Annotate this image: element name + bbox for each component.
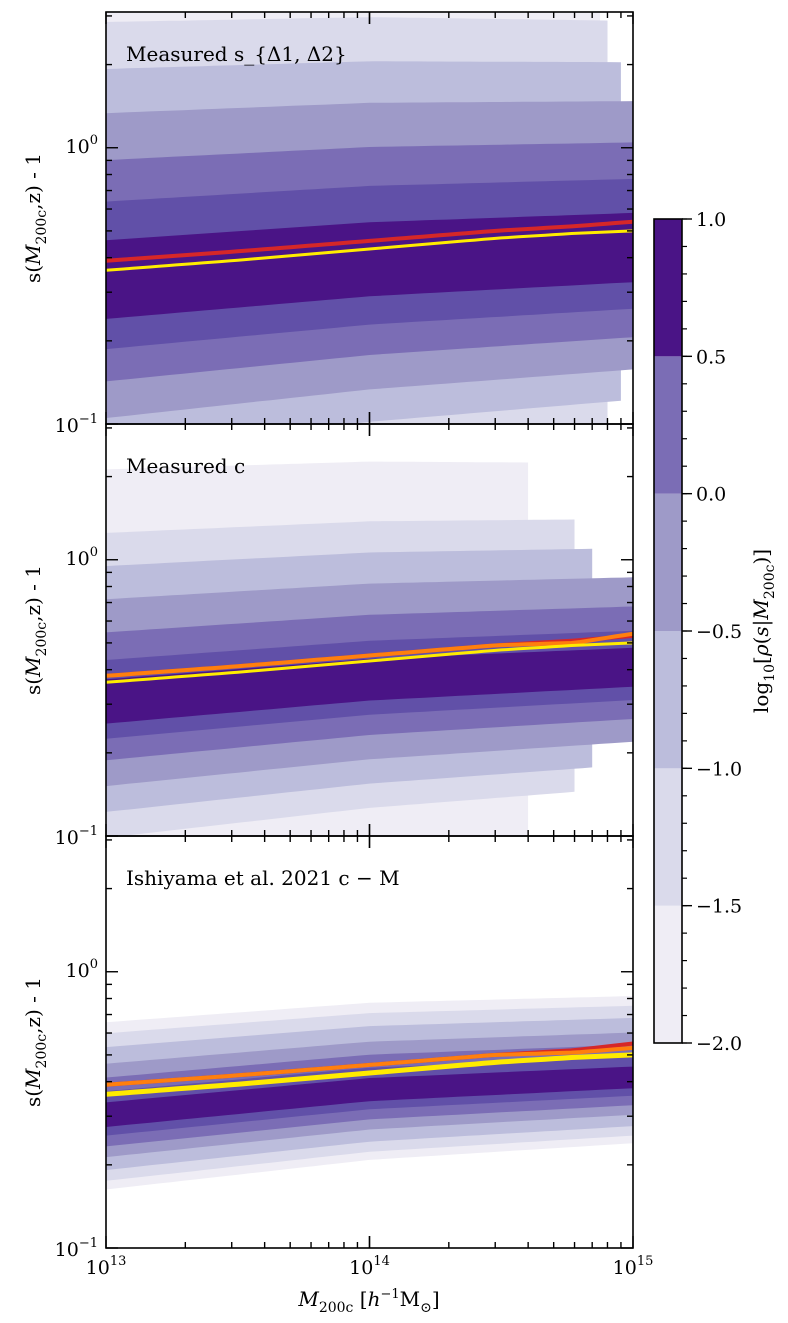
x-tick-label-1e13: 1013 (86, 1254, 127, 1279)
median-line-red (106, 219, 633, 263)
colorbar-tick-label: 0.0 (696, 484, 726, 506)
y-tick-label-1e0: 100 (66, 957, 98, 982)
density-band-7 (106, 647, 633, 724)
median-line-yellow (106, 641, 633, 684)
x-tick-label-1e15: 1015 (613, 1254, 654, 1279)
median-line-orange (106, 1045, 633, 1087)
colorbar-level-1 (654, 905, 682, 1043)
colorbar-tick-label: −0.5 (696, 621, 742, 643)
colorbar-tick-label: 0.5 (696, 346, 726, 368)
y-tick-label-1e0: 100 (66, 133, 98, 158)
density-bands (106, 996, 633, 1190)
colorbar-level-6 (654, 219, 682, 357)
panel-measured-c: Measured c 100 10−1 s(M200c,z) - 1 (21, 423, 634, 849)
panel-ishiyama: Ishiyama et al. 2021 c − M 100 10−1 s(M2… (21, 835, 634, 1261)
y-axis-label: s(M200c,z) - 1 (21, 153, 50, 283)
median-line-orange (106, 631, 633, 678)
colorbar-tick-label: 1.0 (696, 209, 726, 231)
panel-frame (105, 835, 634, 1249)
x-axis-label: M200c [h−1M⊙] (297, 1287, 439, 1316)
colorbar-label: log10[ρ(s|M200c)] (749, 549, 778, 713)
density-bands (106, 461, 633, 836)
colorbar-level-3 (654, 631, 682, 769)
density-bands (106, 12, 633, 424)
colorbar-tick-label: −1.5 (696, 896, 742, 918)
colorbar-tick-label: −1.0 (696, 758, 742, 780)
median-line-yellow (106, 229, 633, 272)
colorbar-level-2 (654, 768, 682, 906)
y-axis-label: s(M200c,z) - 1 (21, 565, 50, 695)
median-lines (106, 1041, 633, 1097)
colorbar-levels (654, 219, 682, 1043)
y-tick-label-1e0: 100 (66, 545, 98, 570)
median-lines (106, 219, 633, 272)
colorbar-level-4 (654, 493, 682, 631)
y-tick-label-1e-1: 10−1 (55, 412, 98, 437)
y-axis-label: s(M200c,z) - 1 (21, 977, 50, 1107)
panel-label: Ishiyama et al. 2021 c − M (126, 866, 400, 890)
x-tick-label-1e14: 1014 (349, 1254, 390, 1279)
colorbar-frame (653, 218, 683, 1044)
panel-measured-s: Measured s_{Δ1, Δ2} 100 10−1 s(M200c,z) … (21, 11, 634, 437)
colorbar: 1.0 0.5 0.0 −0.5 −1.0 −1.5 −2.0 log10[ρ(s|M200… (653, 209, 778, 1055)
median-line-yellow (106, 1052, 633, 1097)
panel-label: Measured c (126, 454, 245, 478)
density-band-7 (106, 1066, 633, 1127)
y-tick-label-1e-1: 10−1 (55, 824, 98, 849)
panel-label: Measured s_{Δ1, Δ2} (126, 42, 347, 66)
colorbar-ticks: 1.0 0.5 0.0 −0.5 −1.0 −1.5 −2.0 (682, 209, 742, 1055)
colorbar-level-5 (654, 356, 682, 494)
median-lines (106, 631, 633, 684)
colorbar-tick-label: −2.0 (696, 1033, 742, 1055)
